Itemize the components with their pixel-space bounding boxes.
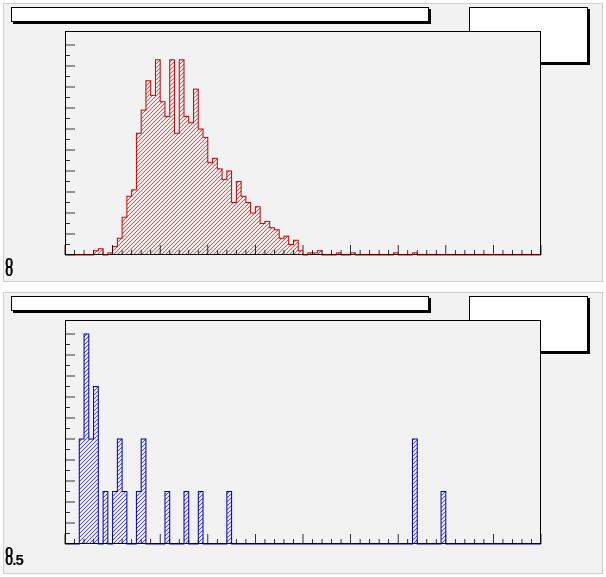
top-bar: [136, 133, 142, 255]
bottom-bar: [79, 439, 85, 544]
top-bar: [131, 189, 137, 255]
top-bar: [169, 59, 175, 256]
top-bar: [283, 236, 289, 255]
top-bar: [293, 240, 299, 255]
bottom-bar: [441, 491, 446, 544]
top-histogram: [64, 44, 542, 256]
top-bar: [298, 250, 303, 255]
top-bar: [307, 252, 313, 255]
top-bar: [264, 221, 270, 255]
top-corner-label-2: 0: [5, 263, 13, 280]
top-bar: [112, 246, 118, 255]
bottom-corner-label-1: 0: [5, 544, 13, 561]
top-bar: [412, 252, 418, 255]
top-bar: [274, 229, 280, 255]
bottom-bar: [103, 491, 108, 544]
bottom-outline: [65, 333, 541, 545]
bottom-bar: [412, 439, 418, 544]
bottom-histogram: [64, 333, 542, 545]
top-corner-label-1: 0: [5, 255, 13, 272]
top-bar: [245, 202, 251, 255]
top-title-box: [11, 7, 429, 22]
bottom-bar: [198, 491, 204, 544]
top-bar: [188, 122, 194, 255]
bottom-bar: [136, 491, 142, 544]
bottom-corner-labels: 0 0.5: [5, 544, 24, 569]
bottom-title-box: [11, 296, 429, 311]
top-bar: [231, 202, 237, 255]
top-bar: [198, 129, 204, 255]
top-bar: [226, 171, 232, 255]
top-bar: [269, 227, 275, 255]
top-bar: [222, 179, 227, 255]
top-bar: [126, 196, 132, 255]
top-bar: [174, 133, 180, 255]
top-bar: [350, 252, 356, 255]
bottom-bar: [141, 439, 146, 544]
top-bar: [155, 59, 161, 256]
top-bar: [336, 252, 342, 255]
bottom-corner-label-2: 0.5: [5, 552, 24, 569]
top-bar: [288, 244, 294, 255]
top-bar: [164, 116, 170, 256]
top-bar: [241, 196, 246, 255]
top-bar: [141, 110, 146, 255]
top-bar: [393, 252, 399, 255]
bottom-bar: [88, 439, 94, 544]
bottom-bar: [184, 491, 189, 544]
top-bar: [122, 217, 127, 255]
top-bar: [107, 252, 113, 255]
top-bar: [193, 89, 199, 255]
top-bar: [117, 238, 123, 255]
top-bar: [212, 158, 218, 255]
bottom-bar: [93, 386, 99, 544]
top-bar: [317, 250, 323, 255]
top-bar: [150, 95, 156, 256]
top-bar: [255, 206, 261, 255]
top-bar: [260, 223, 265, 255]
bottom-bar: [84, 334, 89, 544]
bottom-bar: [122, 491, 127, 544]
top-bar: [207, 162, 213, 255]
top-bar: [98, 248, 104, 255]
top-bar: [236, 181, 242, 255]
bottom-bar: [226, 491, 232, 544]
top-bar: [217, 168, 223, 255]
top-bar: [93, 250, 99, 255]
bottom-bar: [112, 491, 118, 544]
top-corner-labels: 0 0: [5, 255, 13, 280]
top-bar: [203, 137, 208, 255]
bottom-bar: [164, 491, 170, 544]
top-bar: [250, 213, 256, 255]
top-bar: [279, 238, 284, 255]
top-bar: [312, 252, 318, 255]
top-bar: [179, 59, 184, 256]
top-bar: [160, 101, 165, 255]
bottom-bar: [117, 439, 123, 544]
top-bar: [184, 116, 189, 256]
top-bar: [145, 80, 151, 255]
